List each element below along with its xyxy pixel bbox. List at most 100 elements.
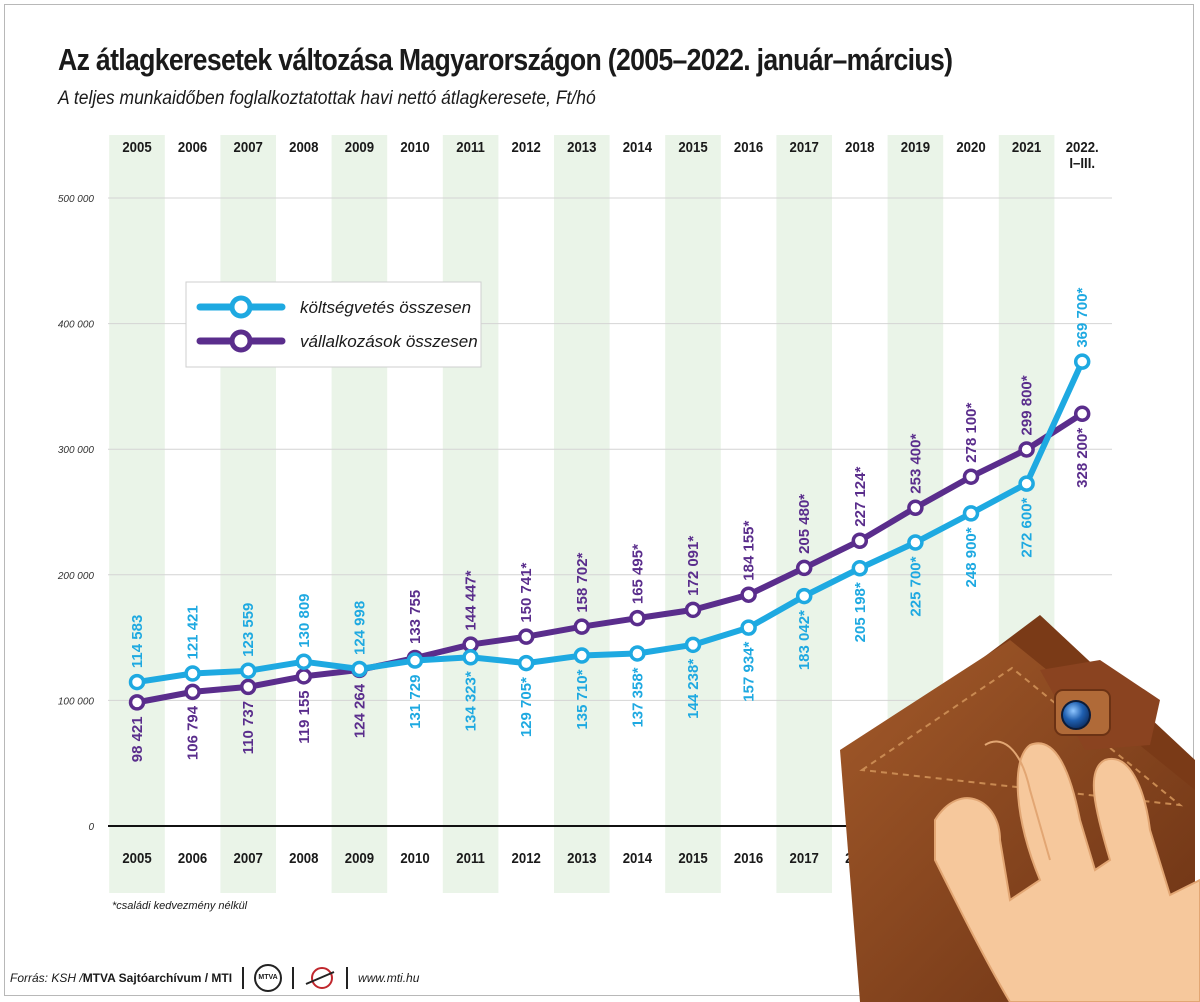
data-point-koltsegvetes bbox=[517, 654, 535, 672]
data-point-vallalkozasok bbox=[295, 668, 313, 685]
data-label-vallalkozasok: 133 755 bbox=[407, 590, 424, 644]
x-tick-label-top: 2015 bbox=[678, 138, 707, 155]
x-tick-label-bottom: 2008 bbox=[289, 849, 318, 866]
data-label-vallalkozasok: 124 264 bbox=[351, 683, 368, 738]
x-tick-label-bottom: 2014 bbox=[623, 849, 652, 866]
x-tick-label-bottom: 2022. I–III. bbox=[1066, 849, 1099, 882]
x-tick-label-bottom: 2007 bbox=[234, 849, 263, 866]
x-tick-label-bottom: 2015 bbox=[678, 849, 707, 866]
footer-url: www.mti.hu bbox=[358, 971, 420, 985]
data-point-koltsegvetes bbox=[684, 636, 702, 654]
data-label-koltsegvetes: 121 421 bbox=[185, 605, 202, 659]
x-tick-label-top: 2018 bbox=[845, 138, 874, 155]
x-tick-label-bottom: 2005 bbox=[122, 849, 151, 866]
x-tick-label-top: 2008 bbox=[289, 138, 318, 155]
data-point-koltsegvetes bbox=[351, 660, 368, 678]
x-tick-label-bottom: 2018 bbox=[845, 849, 874, 866]
legend: költségvetés összesen vállalkozások össze… bbox=[185, 281, 482, 368]
data-label-koltsegvetes: 129 705* bbox=[518, 677, 535, 737]
data-point-koltsegvetes bbox=[740, 619, 757, 636]
x-tick-label-bottom: 2019 bbox=[901, 849, 930, 866]
data-label-vallalkozasok: 299 800* bbox=[1019, 375, 1036, 435]
year-band bbox=[220, 135, 276, 893]
data-label-koltsegvetes: 114 583 bbox=[129, 615, 146, 668]
series-line-koltsegvetes bbox=[134, 358, 1086, 686]
data-point-koltsegvetes bbox=[462, 649, 479, 666]
footer-divider bbox=[292, 967, 295, 989]
x-tick-label-top: 2005 bbox=[122, 138, 151, 155]
data-point-koltsegvetes bbox=[573, 647, 591, 664]
x-tick-label-bottom: 2017 bbox=[790, 849, 819, 866]
mti-logo-icon bbox=[305, 967, 335, 989]
data-label-koltsegvetes: 157 934* bbox=[741, 641, 758, 701]
data-point-koltsegvetes bbox=[795, 587, 813, 605]
x-tick-label-top: 2016 bbox=[734, 138, 763, 155]
x-tick-label-bottom: 2006 bbox=[178, 849, 207, 866]
x-tick-label-top: 2017 bbox=[790, 138, 819, 155]
y-tick-label: 400 000 bbox=[58, 320, 95, 331]
x-tick-label-top: 2009 bbox=[345, 138, 374, 155]
year-band bbox=[109, 135, 165, 893]
data-point-koltsegvetes bbox=[184, 665, 201, 682]
data-point-vallalkozasok bbox=[128, 694, 146, 711]
year-band bbox=[554, 135, 610, 893]
data-point-koltsegvetes bbox=[1073, 353, 1091, 370]
data-label-vallalkozasok: 184 155* bbox=[741, 520, 758, 580]
data-point-koltsegvetes bbox=[128, 673, 146, 691]
x-tick-label-top: 2011 bbox=[456, 138, 485, 155]
x-tick-label-bottom: 2009 bbox=[345, 849, 374, 866]
data-label-koltsegvetes: 183 042* bbox=[796, 610, 813, 670]
data-label-koltsegvetes: 123 559 bbox=[240, 603, 257, 657]
data-point-vallalkozasok bbox=[684, 601, 702, 619]
data-label-koltsegvetes: 272 600* bbox=[1019, 497, 1036, 557]
source-prefix: Forrás: KSH / bbox=[10, 971, 83, 985]
x-tick-label-top: 2021 bbox=[1012, 138, 1041, 155]
data-point-koltsegvetes bbox=[295, 653, 313, 670]
data-point-vallalkozasok bbox=[1018, 441, 1035, 458]
x-tick-label-bottom: 2011 bbox=[456, 849, 485, 866]
legend-box bbox=[185, 281, 482, 368]
data-label-koltsegvetes: 144 238* bbox=[685, 659, 702, 719]
footer-divider bbox=[346, 967, 349, 989]
chart-subtitle: A teljes munkaidőben foglalkoztatottak h… bbox=[58, 88, 596, 109]
source-organization: MTVA Sajtóarchívum / MTI bbox=[82, 971, 233, 985]
data-point-vallalkozasok bbox=[629, 609, 646, 627]
y-tick-label: 300 000 bbox=[58, 445, 95, 456]
data-label-vallalkozasok: 227 124* bbox=[852, 467, 869, 527]
data-label-vallalkozasok: 172 091* bbox=[685, 536, 702, 596]
x-tick-label-bottom: 2021 bbox=[1012, 849, 1041, 866]
y-tick-label: 0 bbox=[88, 822, 94, 833]
footnote: *családi kedvezmény nélkül bbox=[112, 900, 248, 912]
x-tick-label-top: 2013 bbox=[567, 138, 596, 155]
data-label-koltsegvetes: 137 358* bbox=[629, 667, 646, 727]
x-tick-label-bottom: 2016 bbox=[734, 849, 763, 866]
data-label-vallalkozasok: 205 480* bbox=[796, 494, 813, 554]
data-point-koltsegvetes bbox=[962, 505, 980, 522]
data-label-koltsegvetes: 225 700* bbox=[907, 556, 924, 616]
x-tick-label-bottom: 2013 bbox=[567, 849, 596, 866]
data-label-vallalkozasok: 110 737 bbox=[240, 701, 257, 754]
data-label-vallalkozasok: 150 741* bbox=[518, 562, 535, 622]
data-label-koltsegvetes: 369 700* bbox=[1074, 287, 1091, 347]
footer-divider bbox=[242, 967, 245, 989]
data-point-koltsegvetes bbox=[239, 662, 257, 680]
y-tick-label: 100 000 bbox=[58, 696, 95, 707]
y-tick-label: 200 000 bbox=[57, 571, 95, 582]
data-label-vallalkozasok: 328 200* bbox=[1074, 428, 1091, 488]
data-point-vallalkozasok bbox=[184, 683, 201, 701]
data-label-vallalkozasok: 119 155 bbox=[296, 690, 313, 743]
data-point-vallalkozasok bbox=[962, 468, 980, 485]
year-band bbox=[331, 135, 388, 893]
x-tick-label-top: 2006 bbox=[178, 138, 207, 155]
data-point-vallalkozasok bbox=[1073, 405, 1091, 423]
x-tick-label-top: 2007 bbox=[234, 138, 263, 155]
x-tick-label-top: 2019 bbox=[901, 138, 930, 155]
data-point-vallalkozasok bbox=[851, 532, 869, 549]
chart-title: Az átlagkeresetek változása Magyarország… bbox=[58, 42, 953, 77]
data-point-koltsegvetes bbox=[629, 645, 646, 662]
data-point-vallalkozasok bbox=[795, 559, 813, 577]
data-label-vallalkozasok: 158 702* bbox=[574, 552, 591, 612]
data-point-koltsegvetes bbox=[406, 652, 424, 669]
data-label-vallalkozasok: 98 421 bbox=[129, 716, 146, 762]
